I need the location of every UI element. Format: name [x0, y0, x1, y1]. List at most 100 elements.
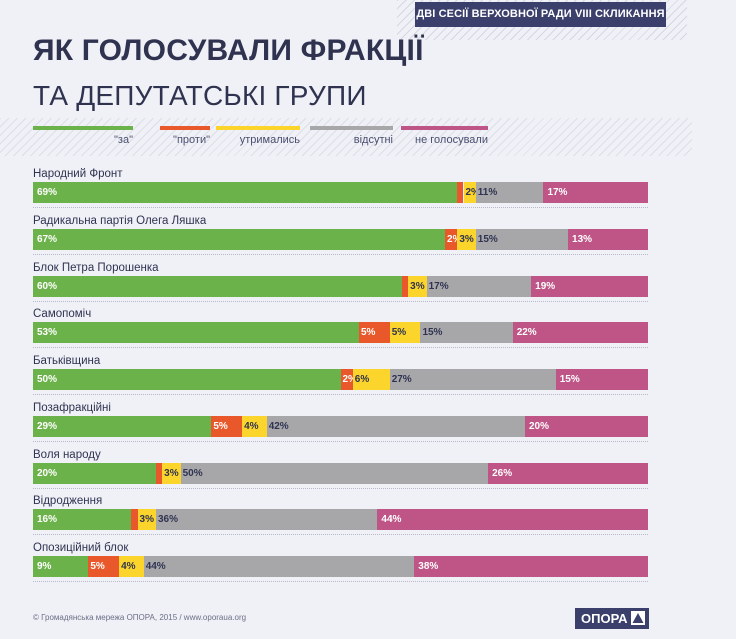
- row-label: Позафракційні: [33, 401, 111, 414]
- bar-segment-za: [33, 369, 341, 390]
- data-label: 17%: [547, 187, 568, 198]
- data-label: 22%: [516, 327, 537, 339]
- data-label: 5%: [360, 327, 376, 339]
- data-label: 3%: [410, 280, 425, 292]
- legend-label: утримались: [239, 134, 300, 146]
- bar-segment-za: [33, 275, 402, 297]
- bar-segment-vidsutni: [156, 509, 378, 531]
- bar-segment-ne_holosuvaly: [525, 415, 648, 437]
- bar-segment-za: [33, 322, 359, 344]
- row-separator: [33, 253, 648, 255]
- data-label: 50%: [182, 467, 203, 479]
- data-label: 4%: [244, 420, 259, 432]
- data-label: 9%: [37, 561, 52, 572]
- data-label: 20%: [529, 420, 550, 432]
- bar-segment-za: [33, 415, 212, 437]
- legend-item-za: "за": [33, 126, 133, 150]
- data-label: 60%: [37, 280, 58, 292]
- bar-segment-ne_holosuvaly: [414, 556, 648, 577]
- bar-segment-vidsutni: [475, 182, 544, 203]
- bar-segment-utrymalys: [463, 182, 476, 203]
- bar-segment-proty: [211, 415, 243, 437]
- data-label: 5%: [213, 420, 228, 432]
- bar-segment-ne_holosuvaly: [377, 509, 648, 531]
- logo-text: ОПОРА: [581, 611, 628, 626]
- row-label: Самопоміч: [33, 308, 92, 321]
- bar-segment-utrymalys: [242, 415, 267, 437]
- data-label: 15%: [422, 327, 443, 339]
- legend-label: відсутні: [353, 134, 393, 146]
- data-label: 3%: [459, 233, 474, 245]
- data-label: 4%: [121, 561, 136, 572]
- bar-segment-ne_holosuvaly: [555, 369, 648, 390]
- footer-credit: © Громадянська мережа ОПОРА, 2015 / www.…: [33, 613, 247, 622]
- stacked-bar: 9% 5% 4% 44% 38%: [33, 556, 648, 577]
- bar-segment-ne_holosuvaly: [543, 182, 648, 203]
- bar-segment-proty: [402, 275, 409, 297]
- stacked-bar: 50% 2% 6% 27% 15%: [33, 369, 648, 390]
- bar-segment-vidsutni: [420, 322, 513, 344]
- bar-segment-vidsutni: [426, 275, 532, 297]
- data-label: 42%: [268, 420, 289, 432]
- bar-segment-utrymalys: [352, 369, 390, 390]
- row-separator: [33, 440, 648, 442]
- data-label: 53%: [37, 327, 58, 339]
- bar-segment-za: [33, 182, 458, 203]
- convocation-badge: ДВІ СЕСІЇ ВЕРХОВНОЇ РАДИ VIII СКЛИКАННЯ: [415, 2, 666, 27]
- legend-item-proty: "проти": [160, 126, 210, 150]
- data-label: 29%: [37, 420, 58, 432]
- bar-segment-utrymalys: [408, 275, 427, 297]
- legend-hatch-pattern: [0, 118, 692, 156]
- row-label: Батьківщина: [33, 355, 101, 367]
- page-title: ЯК ГОЛОСУВАЛИ ФРАКЦІЇ: [33, 34, 424, 67]
- row-separator: [33, 300, 648, 302]
- row-label: Опозиційний блок: [33, 542, 129, 554]
- data-label: 15%: [559, 374, 580, 385]
- row-label: Відродження: [33, 495, 103, 508]
- row-separator: [33, 487, 648, 489]
- stacked-bar: 53% 5% 5% 15% 22%: [33, 322, 648, 344]
- row-label: Воля народу: [33, 448, 101, 461]
- stacked-bar: 69% 2% 11% 17%: [33, 182, 648, 203]
- data-label: 15%: [477, 233, 498, 245]
- data-label: 5%: [391, 327, 407, 339]
- data-label: 44%: [381, 514, 402, 526]
- stacked-bar: 67% 2% 3% 15% 13%: [33, 228, 648, 250]
- data-label: 2%: [447, 233, 462, 245]
- stacked-bar: 20% 3% 50% 26%: [33, 462, 648, 484]
- bar-segment-proty: [131, 509, 138, 531]
- data-label: 16%: [37, 514, 58, 526]
- data-label: 20%: [37, 467, 58, 479]
- data-label: 11%: [477, 187, 498, 198]
- bar-segment-utrymalys: [389, 322, 421, 344]
- legend-label: "проти": [173, 134, 210, 146]
- data-label: 44%: [145, 561, 166, 572]
- data-label: 27%: [391, 374, 412, 385]
- bar-segment-za: [33, 462, 156, 484]
- stacked-bar: 60% 3% 17% 19%: [33, 275, 648, 297]
- data-label: 3%: [139, 514, 154, 526]
- row-label: Радикальна партія Олега Ляшка: [33, 214, 207, 227]
- data-label: 17%: [428, 280, 449, 292]
- bar-segment-utrymalys: [137, 509, 156, 531]
- bar-segment-proty: [445, 228, 458, 250]
- bar-segment-za: [33, 228, 446, 250]
- data-label: 69%: [37, 187, 58, 198]
- stacked-bar: 29% 5% 4% 42% 20%: [33, 415, 648, 437]
- stacked-bar: 16% 3% 36% 44%: [33, 509, 648, 531]
- bar-segment-vidsutni: [143, 556, 415, 577]
- row-label: Народний Фронт: [33, 168, 123, 180]
- data-label: 5%: [90, 561, 105, 572]
- bar-segment-vidsutni: [475, 228, 569, 250]
- data-label: 50%: [37, 374, 58, 385]
- data-label: 13%: [572, 233, 593, 245]
- bar-segment-proty: [156, 462, 163, 484]
- opora-logo: ОПОРА: [575, 608, 649, 629]
- row-separator: [33, 581, 648, 582]
- bar-segment-za: [33, 509, 132, 531]
- data-label: 2%: [465, 187, 480, 198]
- bar-segment-ne_holosuvaly: [488, 462, 648, 484]
- bar-segment-proty: [88, 556, 120, 577]
- bar-segment-ne_holosuvaly: [512, 322, 648, 344]
- legend-label: не голосували: [415, 134, 488, 146]
